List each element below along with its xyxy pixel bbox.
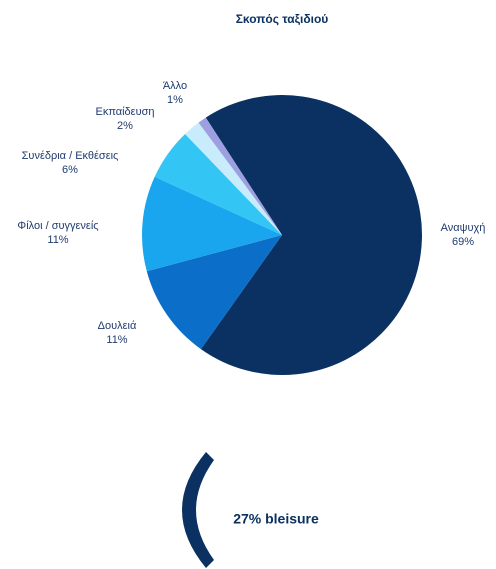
slice-label: Εκπαίδευση: [95, 106, 154, 118]
slice-value-label: 11%: [47, 234, 68, 246]
chart-title: Σκοπός ταξιδιού: [236, 12, 329, 26]
slice-label: Αναψυχή: [441, 222, 486, 234]
slice-label: Άλλο: [163, 80, 187, 92]
slice-value-label: 11%: [106, 334, 127, 346]
pie-slice: [200, 95, 422, 375]
slice-value-label: 6%: [62, 164, 78, 176]
slice-value-label: 1%: [167, 94, 183, 106]
pie-slice: [185, 122, 282, 235]
slice-label: Φίλοι / συγγενείς: [17, 220, 98, 232]
slice-value-label: 69%: [452, 236, 474, 248]
pie-slice: [198, 117, 282, 235]
bracket-arc: [182, 452, 214, 568]
slice-label: Δουλειά: [98, 320, 137, 332]
pie-slice: [154, 133, 282, 235]
pie-slice: [142, 176, 282, 272]
pie-slice: [146, 235, 282, 350]
annotation: 27% bleisure: [233, 511, 319, 527]
slice-value-label: 2%: [117, 120, 133, 132]
slice-label: Συνέδρια / Εκθέσεις: [22, 150, 119, 162]
